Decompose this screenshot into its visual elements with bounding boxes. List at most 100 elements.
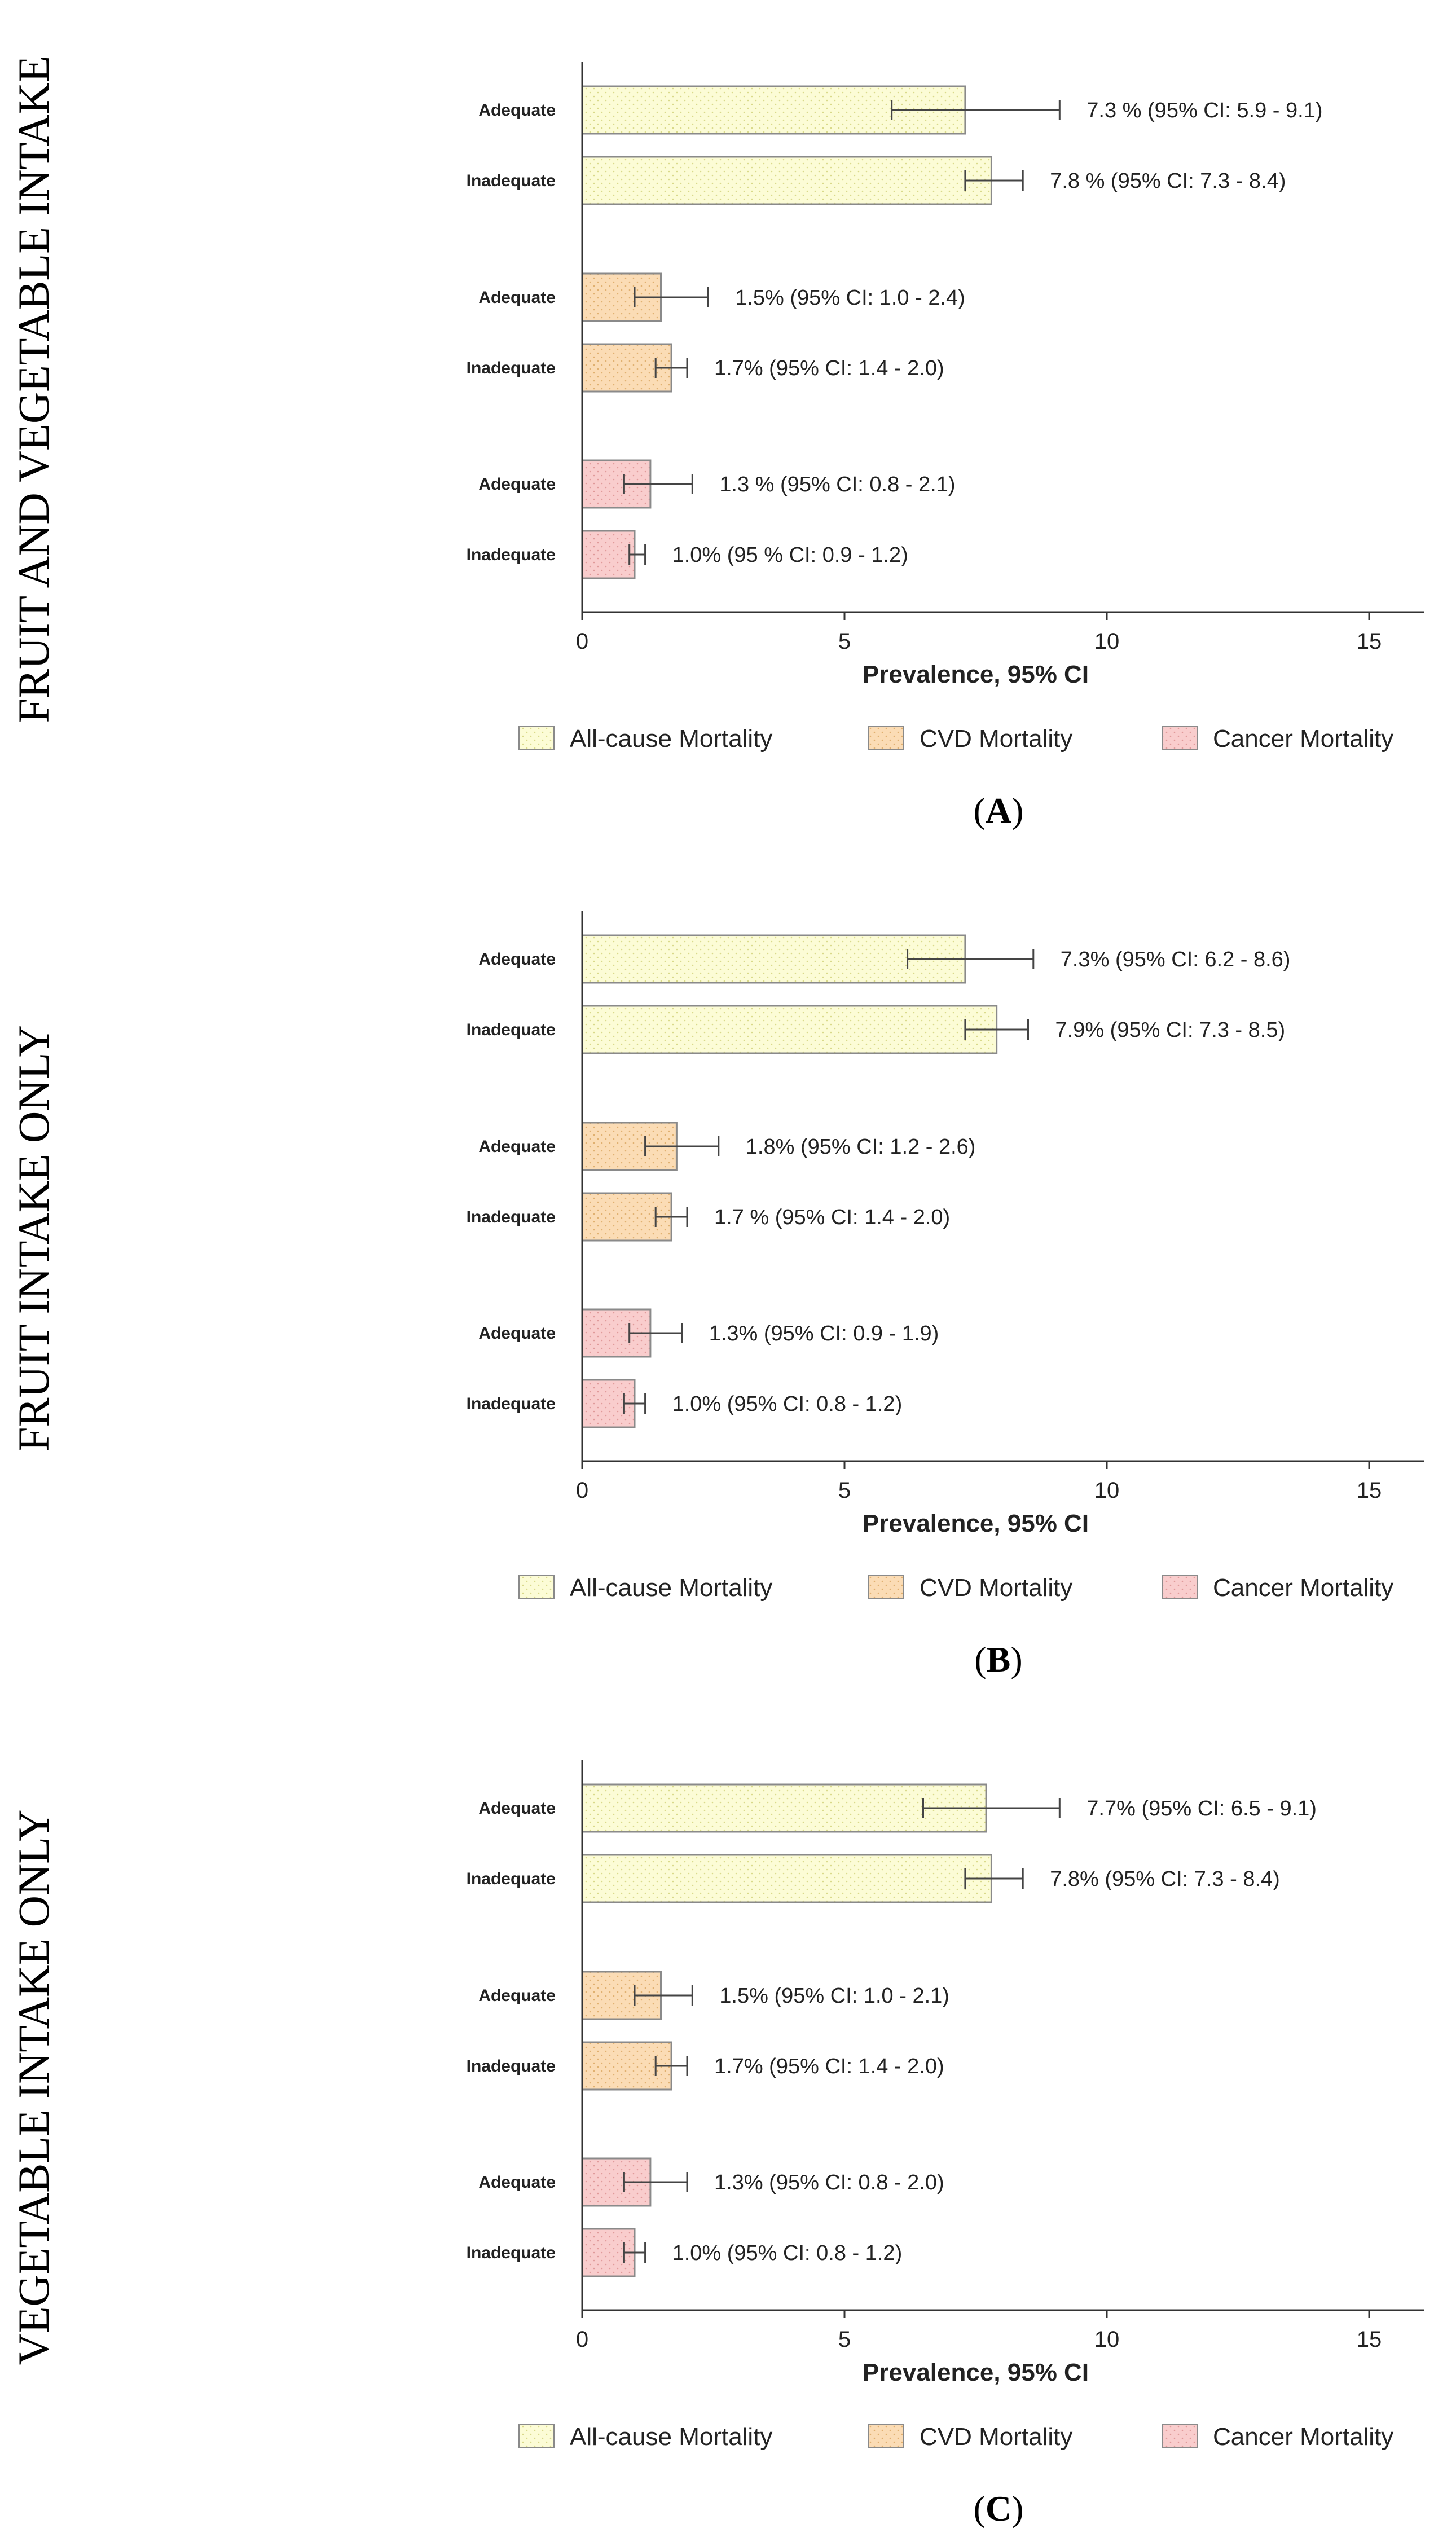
panel-c-x-tick-label-0: 0 xyxy=(576,2327,588,2352)
panel-a-category-label-6: Inadequate xyxy=(467,546,556,564)
panel-c-x-tick-label-5: 5 xyxy=(838,2327,851,2352)
panel-c-value-label-4: 1.7% (95% CI: 1.4 - 2.0) xyxy=(714,2055,944,2078)
panel-a-legend-label-3: Cancer Mortality xyxy=(1213,725,1393,753)
panel-b-category-label-1: Adequate xyxy=(478,950,556,969)
panel-a-category-label-2: Inadequate xyxy=(467,171,556,190)
panel-c-x-tick-label-15: 15 xyxy=(1357,2327,1382,2352)
panel-a-value-label-3: 1.5% (95% CI: 1.0 - 2.4) xyxy=(735,286,965,310)
panel-b-legend-label-2: CVD Mortality xyxy=(920,1574,1072,1602)
panel-c-legend-swatch-2 xyxy=(868,2424,904,2448)
panel-c-legend-swatch-1 xyxy=(518,2424,555,2448)
panel-a-bar-6 xyxy=(581,530,636,579)
panel-a-category-label-3: Adequate xyxy=(478,288,556,307)
panel-c-error-bar-2 xyxy=(964,1868,1024,1889)
panel-a-value-label-2: 7.8 % (95% CI: 7.3 - 8.4) xyxy=(1050,169,1286,193)
panel-c-letter-text: C xyxy=(985,2488,1012,2528)
panel-b-category-label-2: Inadequate xyxy=(467,1021,556,1039)
panel-c-bar-1 xyxy=(581,1783,987,1833)
panel-a-category-label-5: Adequate xyxy=(478,475,556,494)
panel-c-error-bar-6 xyxy=(623,2242,646,2263)
panel-b-category-label-6: Inadequate xyxy=(467,1395,556,1413)
panel-c-error-bar-5 xyxy=(623,2172,688,2192)
panel-c-x-axis-title: Prevalence, 95% CI xyxy=(863,2359,1089,2386)
panel-c-value-label-6: 1.0% (95% CI: 0.8 - 1.2) xyxy=(672,2241,903,2265)
panel-a-value-label-4: 1.7% (95% CI: 1.4 - 2.0) xyxy=(714,357,944,380)
panel-b-error-bar-4 xyxy=(654,1207,688,1227)
panel-c-letter: (C) xyxy=(973,2488,1024,2528)
panel-c-x-tick-label-10: 10 xyxy=(1094,2327,1120,2352)
panel-b-chart: Adequate 7.3% (95% CI: 6.2 - 8.6) Inadequa… xyxy=(467,911,1424,1602)
panel-a-x-tick-label-10: 10 xyxy=(1094,629,1120,654)
panel-a-letter-text: A xyxy=(985,790,1012,830)
panel-c-category-label-6: Inadequate xyxy=(467,2244,556,2262)
panel-b-letter: (B) xyxy=(974,1639,1023,1679)
panel-a-error-bar-2 xyxy=(964,170,1024,191)
panel-b-legend-swatch-1 xyxy=(518,1575,555,1599)
panel-a-legend-swatch-1 xyxy=(518,726,555,750)
panel-b-error-bar-5 xyxy=(628,1323,683,1343)
panel-a-category-label-1: Adequate xyxy=(478,101,556,120)
panel-a-value-label-1: 7.3 % (95% CI: 5.9 - 9.1) xyxy=(1086,99,1322,122)
panel-a: FRUIT AND VEGETABLE INTAKE Adequate 7.3 %… xyxy=(0,0,1456,830)
panel-a-legend-swatch-3 xyxy=(1162,726,1198,750)
panel-a-value-label-5: 1.3 % (95% CI: 0.8 - 2.1) xyxy=(719,473,955,496)
panel-a-chart: Adequate 7.3 % (95% CI: 5.9 - 9.1) Inadequ… xyxy=(467,62,1424,753)
panel-c-value-label-3: 1.5% (95% CI: 1.0 - 2.1) xyxy=(719,1984,949,2008)
panel-b-x-tick-label-0: 0 xyxy=(576,1478,588,1503)
panel-a-x-tick-label-5: 5 xyxy=(838,629,851,654)
panel-a-legend-label-2: CVD Mortality xyxy=(920,725,1072,753)
panel-b-error-bar-1 xyxy=(907,949,1035,969)
panel-c-legend-swatch-3 xyxy=(1162,2424,1198,2448)
panel-b-error-bar-2 xyxy=(964,1019,1029,1040)
panel-c-legend-label-1: All-cause Mortality xyxy=(570,2423,772,2451)
panel-b-value-label-4: 1.7 % (95% CI: 1.4 - 2.0) xyxy=(714,1206,950,1229)
panel-a-legend-swatch-2 xyxy=(868,726,904,750)
panel-a-error-bar-5 xyxy=(623,474,693,494)
panel-c-category-label-4: Inadequate xyxy=(467,2057,556,2075)
panel-c-category-label-2: Inadequate xyxy=(467,1870,556,1888)
panel-c-value-label-5: 1.3% (95% CI: 0.8 - 2.0) xyxy=(714,2171,944,2195)
panel-a-category-label-4: Inadequate xyxy=(467,359,556,377)
panel-a-x-tick-label-15: 15 xyxy=(1357,629,1382,654)
panel-b-value-label-5: 1.3% (95% CI: 0.9 - 1.9) xyxy=(709,1322,939,1345)
panel-b-value-label-3: 1.8% (95% CI: 1.2 - 2.6) xyxy=(746,1135,976,1159)
panel-c-error-bar-1 xyxy=(922,1798,1061,1818)
panel-b-legend-swatch-2 xyxy=(868,1575,904,1599)
panel-b-legend-label-1: All-cause Mortality xyxy=(570,1574,772,1602)
panel-b-x-tick-label-10: 10 xyxy=(1094,1478,1120,1503)
panel-a-x-tick-label-0: 0 xyxy=(576,629,588,654)
panel-b-x-tick-label-5: 5 xyxy=(838,1478,851,1503)
panel-c-category-label-5: Adequate xyxy=(478,2173,556,2192)
panel-c-category-label-3: Adequate xyxy=(478,1986,556,2005)
panel-c: VEGETABLE INTAKE ONLY Adequate 7.7% (95% … xyxy=(0,1698,1456,2528)
panel-b-x-axis-title: Prevalence, 95% CI xyxy=(863,1510,1089,1537)
panel-a-error-bar-4 xyxy=(654,358,688,378)
panel-b-bar-2 xyxy=(581,1005,998,1054)
panel-b-value-label-1: 7.3% (95% CI: 6.2 - 8.6) xyxy=(1061,948,1291,971)
panel-b: FRUIT INTAKE ONLY Adequate 7.3% (95% CI: … xyxy=(0,849,1456,1679)
panel-a-bar-2 xyxy=(581,156,992,205)
panel-b-legend-swatch-3 xyxy=(1162,1575,1198,1599)
panel-c-bar-2 xyxy=(581,1854,992,1903)
panel-b-error-bar-3 xyxy=(644,1136,720,1156)
panel-b-value-label-2: 7.9% (95% CI: 7.3 - 8.5) xyxy=(1055,1018,1286,1042)
panel-c-category-label-1: Adequate xyxy=(478,1799,556,1818)
panel-b-letter-text: B xyxy=(986,1639,1011,1679)
panel-b-x-tick-label-15: 15 xyxy=(1357,1478,1382,1503)
panel-b-category-label-5: Adequate xyxy=(478,1324,556,1343)
panel-c-value-label-1: 7.7% (95% CI: 6.5 - 9.1) xyxy=(1086,1797,1317,1820)
panel-a-value-label-6: 1.0% (95 % CI: 0.9 - 1.2) xyxy=(672,543,908,567)
panel-c-error-bar-4 xyxy=(654,2056,688,2076)
panel-c-legend-label-3: Cancer Mortality xyxy=(1213,2423,1393,2451)
panel-a-error-bar-6 xyxy=(628,544,646,565)
panel-b-category-label-4: Inadequate xyxy=(467,1208,556,1226)
panel-c-value-label-2: 7.8% (95% CI: 7.3 - 8.4) xyxy=(1050,1867,1280,1891)
panel-b-category-label-3: Adequate xyxy=(478,1137,556,1156)
panel-a-error-bar-3 xyxy=(634,287,709,307)
panel-a-legend-label-1: All-cause Mortality xyxy=(570,725,772,753)
panel-c-chart: Adequate 7.7% (95% CI: 6.5 - 9.1) Inadequa… xyxy=(467,1760,1424,2451)
panel-a-x-axis-title: Prevalence, 95% CI xyxy=(863,661,1089,688)
panel-c-legend-label-2: CVD Mortality xyxy=(920,2423,1072,2451)
panel-a-error-bar-1 xyxy=(891,100,1061,120)
panel-a-letter: (A) xyxy=(973,790,1024,830)
